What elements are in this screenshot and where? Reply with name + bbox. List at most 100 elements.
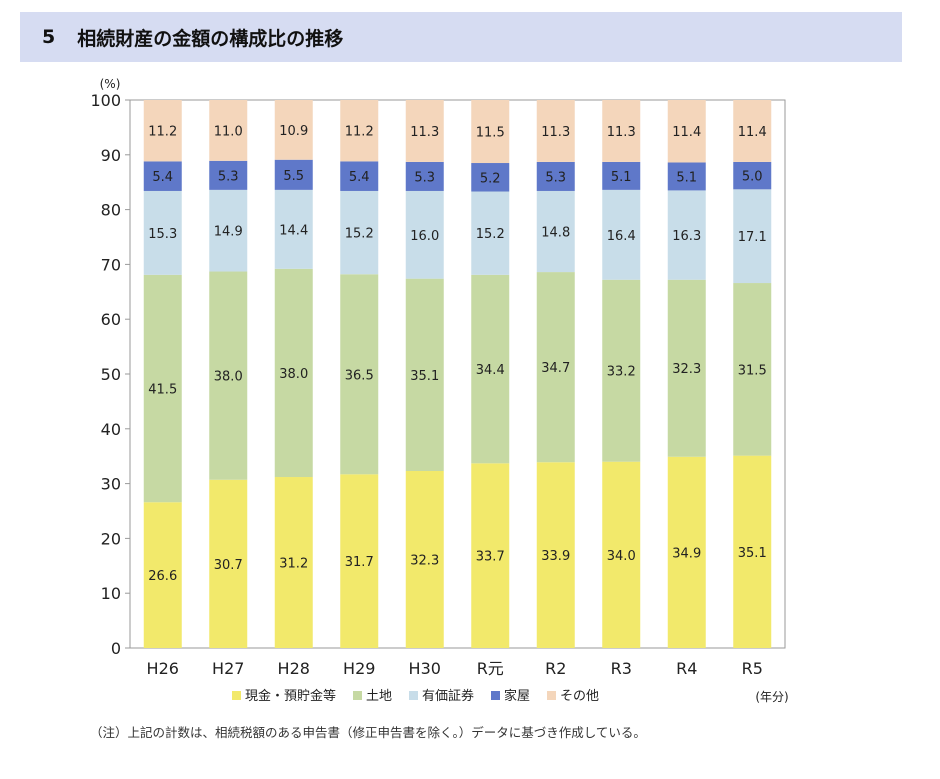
data-label: 26.6 xyxy=(148,569,177,584)
data-label: 30.7 xyxy=(214,558,243,573)
bar-segment xyxy=(733,283,772,456)
bar-segment xyxy=(471,274,510,464)
data-label: 32.3 xyxy=(410,553,439,568)
bar-segment xyxy=(143,161,182,191)
bar-segment xyxy=(471,463,510,648)
bar-segment xyxy=(602,100,641,162)
bar-segment xyxy=(274,159,313,190)
data-label: 15.2 xyxy=(476,227,505,242)
bar-segment xyxy=(274,268,313,478)
data-label: 36.5 xyxy=(345,368,374,383)
legend-label: その他 xyxy=(560,689,599,704)
bar-segment xyxy=(536,272,575,463)
bar-segment xyxy=(405,470,444,648)
bar-segment xyxy=(209,189,248,272)
data-label: 10.9 xyxy=(279,124,308,139)
x-tick-label: R4 xyxy=(676,659,697,678)
footnote: （注）上記の計数は、相続税額のある申告書（修正申告書を除く。）データに基づき作成… xyxy=(90,725,646,740)
legend-label: 家屋 xyxy=(504,688,530,704)
data-label: 38.0 xyxy=(279,367,308,382)
y-tick-label: 80 xyxy=(101,201,121,220)
bar-segment xyxy=(536,100,575,162)
data-label: 11.4 xyxy=(672,125,701,140)
bar-segment xyxy=(667,456,706,648)
x-tick-label: H28 xyxy=(278,659,310,678)
bar-segment xyxy=(274,100,313,160)
legend-swatch xyxy=(232,691,241,700)
legend-label: 土地 xyxy=(366,689,392,704)
legend-swatch xyxy=(547,691,556,700)
data-label: 11.2 xyxy=(345,125,374,140)
bar-segment xyxy=(667,100,706,163)
bar-segment xyxy=(143,274,182,503)
bar-segment xyxy=(143,190,182,275)
data-label: 32.3 xyxy=(672,362,701,377)
data-label: 31.5 xyxy=(738,363,767,378)
y-axis-unit-label: (%) xyxy=(100,77,121,91)
x-tick-label: H27 xyxy=(212,659,244,678)
data-label: 31.7 xyxy=(345,555,374,570)
bar-segment xyxy=(209,160,248,190)
data-label: 11.4 xyxy=(738,125,767,140)
data-label: 14.8 xyxy=(541,226,570,241)
data-label: 16.0 xyxy=(410,229,439,244)
bar-segment xyxy=(143,502,182,648)
data-label: 34.7 xyxy=(541,361,570,376)
bar-segment xyxy=(602,161,641,190)
y-tick-label: 60 xyxy=(101,310,121,329)
data-label: 5.3 xyxy=(545,170,566,185)
data-label: 5.3 xyxy=(414,170,435,185)
data-label: 34.4 xyxy=(476,363,505,378)
bar-segment xyxy=(209,479,248,648)
data-label: 35.1 xyxy=(738,546,767,561)
bar-segment xyxy=(602,461,641,648)
data-label: 14.9 xyxy=(214,225,243,240)
data-label: 5.5 xyxy=(283,169,304,184)
data-label: 34.0 xyxy=(607,549,636,564)
x-axis-unit-label: (年分) xyxy=(755,690,788,704)
data-label: 38.0 xyxy=(214,370,243,385)
legend-swatch xyxy=(409,691,418,700)
bar-segment xyxy=(471,191,510,275)
y-tick-label: 20 xyxy=(101,529,121,548)
data-label: 5.0 xyxy=(742,170,763,185)
data-label: 11.0 xyxy=(214,124,243,139)
data-label: 33.2 xyxy=(607,365,636,380)
bar-segment xyxy=(209,271,248,480)
y-tick-label: 70 xyxy=(101,255,121,274)
bar-segment xyxy=(340,190,379,275)
x-tick-label: H26 xyxy=(147,659,179,678)
x-tick-label: R3 xyxy=(611,659,632,678)
x-tick-label: R2 xyxy=(545,659,566,678)
data-label: 11.2 xyxy=(148,125,177,140)
y-tick-label: 40 xyxy=(101,420,121,439)
legend-label: 現金・預貯金等 xyxy=(245,688,336,704)
data-label: 31.2 xyxy=(279,557,308,572)
data-label: 5.2 xyxy=(480,171,501,186)
bar-segment xyxy=(340,161,379,191)
data-label: 5.4 xyxy=(152,170,173,185)
bar-segment xyxy=(733,100,772,162)
data-label: 16.4 xyxy=(607,229,636,244)
bar-segment xyxy=(536,161,575,191)
bar-segment xyxy=(536,190,575,273)
data-label: 5.1 xyxy=(611,170,632,185)
y-tick-label: 10 xyxy=(101,584,121,603)
data-label: 5.3 xyxy=(218,169,239,184)
bar-segment xyxy=(340,474,379,648)
bar-segment xyxy=(667,190,706,280)
bar-segment xyxy=(471,100,510,164)
x-tick-label: R5 xyxy=(742,659,763,678)
data-label: 11.3 xyxy=(541,125,570,140)
bar-segment xyxy=(471,163,510,192)
bar-segment xyxy=(143,100,182,162)
data-label: 33.7 xyxy=(476,550,505,565)
data-label: 34.9 xyxy=(672,546,701,561)
bar-segment xyxy=(274,477,313,648)
data-label: 35.1 xyxy=(410,369,439,384)
bar-segment xyxy=(405,161,444,191)
legend-swatch xyxy=(353,691,362,700)
data-label: 14.4 xyxy=(279,223,308,238)
bar-segment xyxy=(405,190,444,279)
